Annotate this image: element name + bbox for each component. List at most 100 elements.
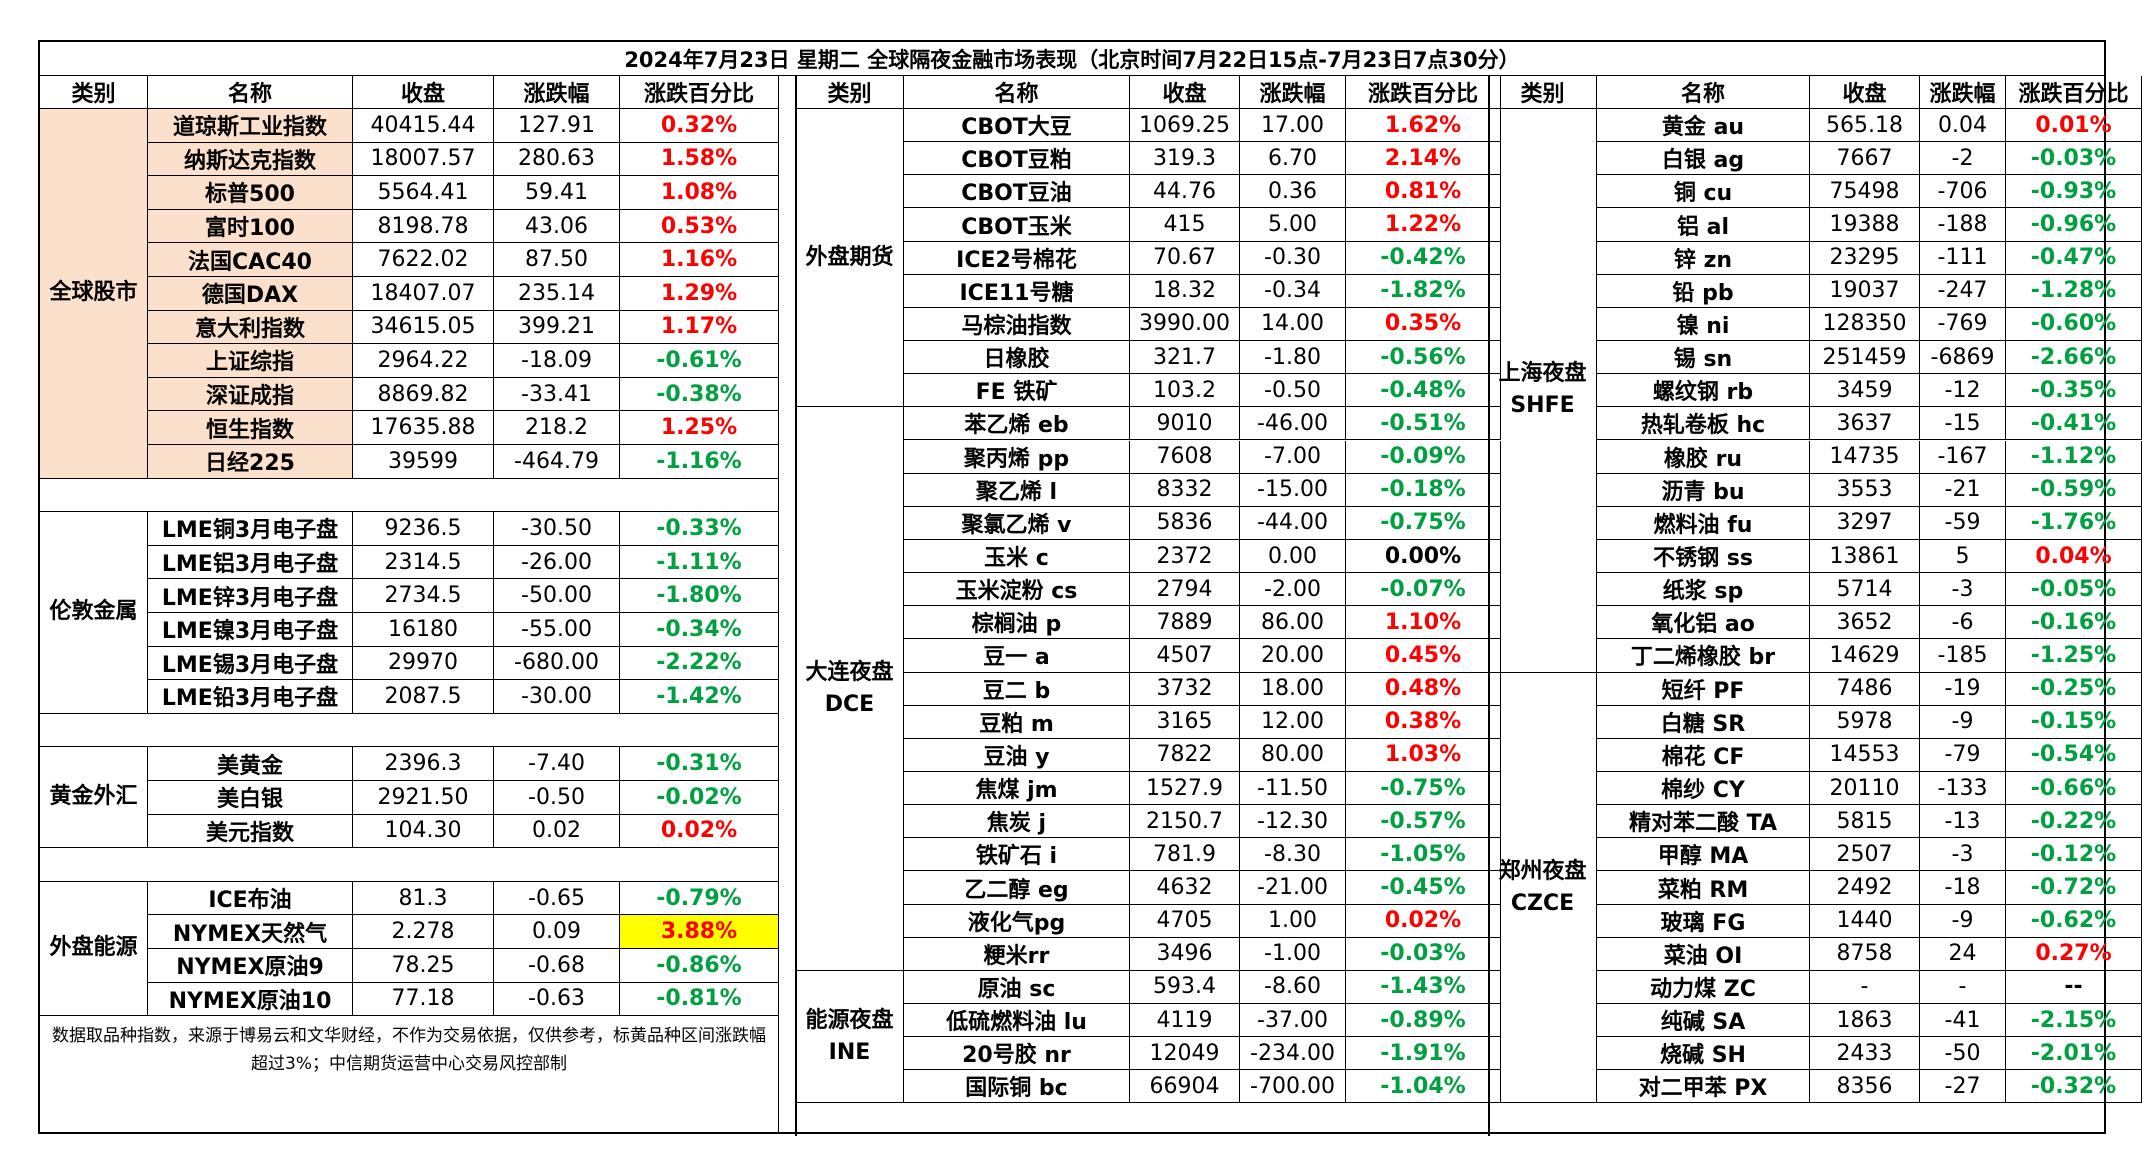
name-cell: CBOT大豆: [904, 109, 1130, 143]
change-cell: -6: [1920, 606, 2006, 640]
pct-cell: -0.86%: [620, 949, 779, 983]
name-cell: 黄金 au: [1597, 109, 1810, 143]
change-cell: -111: [1920, 241, 2006, 275]
name-cell: 豆油 y: [904, 738, 1130, 772]
pct-cell: -1.42%: [620, 680, 779, 714]
name-cell: 美白银: [148, 781, 353, 815]
pct-cell: -2.15%: [2006, 1004, 2142, 1038]
name-cell: 恒生指数: [148, 411, 353, 445]
pct-cell: -2.66%: [2006, 341, 2142, 375]
close-cell: 19388: [1810, 208, 1920, 242]
pct-cell: -0.59%: [2006, 473, 2142, 507]
change-cell: 17.00: [1240, 109, 1346, 143]
pct-cell: 0.27%: [2006, 937, 2142, 971]
change-cell: -9: [1920, 904, 2006, 938]
change-cell: -0.65: [494, 881, 620, 916]
close-cell: 18007.57: [353, 142, 494, 177]
name-cell: 20号胶 nr: [904, 1037, 1130, 1071]
pct-cell: -0.54%: [2006, 738, 2142, 772]
pct-cell: -0.25%: [2006, 672, 2142, 706]
pct-cell: 1.62%: [1346, 109, 1501, 143]
name-cell: 玉米 c: [904, 539, 1130, 574]
pct-cell: -0.33%: [620, 512, 779, 546]
name-cell: 棕榈油 p: [904, 606, 1130, 640]
name-cell: CBOT豆粕: [904, 142, 1130, 176]
change-cell: -12: [1920, 374, 2006, 408]
column-header: 涨跌百分比: [2006, 76, 2142, 109]
pct-cell: -1.91%: [1346, 1037, 1501, 1071]
name-cell: 液化气pg: [904, 904, 1130, 938]
name-cell: 白糖 SR: [1597, 705, 1810, 739]
change-cell: -30.00: [494, 680, 620, 714]
pct-cell: -0.45%: [1346, 871, 1501, 905]
name-cell: 燃料油 fu: [1597, 506, 1810, 540]
name-cell: ICE11号糖: [904, 274, 1130, 308]
name-cell: 沥青 bu: [1597, 473, 1810, 507]
pct-cell: -1.82%: [1346, 274, 1501, 308]
close-cell: 5836: [1130, 506, 1240, 540]
close-cell: 2.278: [353, 915, 494, 949]
close-cell: 19037: [1810, 274, 1920, 308]
column-header: 涨跌百分比: [620, 76, 779, 109]
name-cell: 菜油 OI: [1597, 937, 1810, 971]
change-cell: -3: [1920, 838, 2006, 872]
change-cell: -0.50: [1240, 374, 1346, 408]
pct-cell: -0.61%: [620, 344, 779, 378]
pct-cell: 1.17%: [620, 310, 779, 345]
name-cell: 意大利指数: [148, 310, 353, 345]
close-cell: 78.25: [353, 949, 494, 983]
name-cell: 纳斯达克指数: [148, 142, 353, 177]
change-cell: -706: [1920, 175, 2006, 209]
name-cell: 螺纹钢 rb: [1597, 374, 1810, 408]
change-cell: -18.09: [494, 344, 620, 378]
change-cell: -30.50: [494, 512, 620, 546]
change-cell: 59.41: [494, 176, 620, 210]
name-cell: 纯碱 SA: [1597, 1004, 1810, 1038]
name-cell: LME铜3月电子盘: [148, 512, 353, 546]
pct-cell: -0.75%: [1346, 506, 1501, 540]
pct-cell: -0.03%: [1346, 937, 1501, 971]
name-cell: 苯乙烯 eb: [904, 407, 1130, 441]
column-header: 名称: [1597, 76, 1810, 109]
pct-cell: -0.42%: [1346, 241, 1501, 275]
pct-cell: 0.32%: [620, 109, 779, 143]
close-cell: 8356: [1810, 1070, 1920, 1104]
pct-cell: -2.01%: [2006, 1037, 2142, 1071]
change-cell: 43.06: [494, 209, 620, 244]
change-cell: -11.50: [1240, 772, 1346, 806]
close-cell: 70.67: [1130, 241, 1240, 275]
name-cell: 铜 cu: [1597, 175, 1810, 209]
close-cell: 3990.00: [1130, 307, 1240, 342]
name-cell: 富时100: [148, 209, 353, 244]
pct-cell: -2.22%: [620, 646, 779, 681]
change-cell: -12.30: [1240, 805, 1346, 839]
close-cell: 593.4: [1130, 970, 1240, 1005]
name-cell: 精对苯二酸 TA: [1597, 805, 1810, 839]
close-cell: 3732: [1130, 672, 1240, 706]
change-cell: 18.00: [1240, 672, 1346, 706]
pct-cell: -0.62%: [2006, 904, 2142, 938]
change-cell: 0.02: [494, 814, 620, 849]
name-cell: 棉花 CF: [1597, 738, 1810, 772]
name-cell: 锡 sn: [1597, 341, 1810, 375]
close-cell: 4507: [1130, 639, 1240, 673]
pct-cell: -1.43%: [1346, 970, 1501, 1005]
pct-cell: -0.79%: [620, 881, 779, 916]
name-cell: 橡胶 ru: [1597, 440, 1810, 474]
pct-cell: 0.00%: [1346, 539, 1501, 574]
close-cell: 18.32: [1130, 274, 1240, 308]
pct-cell: -0.35%: [2006, 374, 2142, 408]
name-cell: LME镍3月电子盘: [148, 613, 353, 647]
close-cell: 13861: [1810, 539, 1920, 574]
close-cell: 81.3: [353, 881, 494, 916]
change-cell: -: [1920, 970, 2006, 1005]
close-cell: 104.30: [353, 814, 494, 849]
change-cell: 6.70: [1240, 142, 1346, 176]
change-cell: -44.00: [1240, 506, 1346, 540]
close-cell: 8869.82: [353, 377, 494, 412]
change-cell: -234.00: [1240, 1037, 1346, 1071]
name-cell: 锌 zn: [1597, 241, 1810, 275]
name-cell: LME铝3月电子盘: [148, 545, 353, 580]
close-cell: 3553: [1810, 473, 1920, 507]
name-cell: 美元指数: [148, 814, 353, 849]
